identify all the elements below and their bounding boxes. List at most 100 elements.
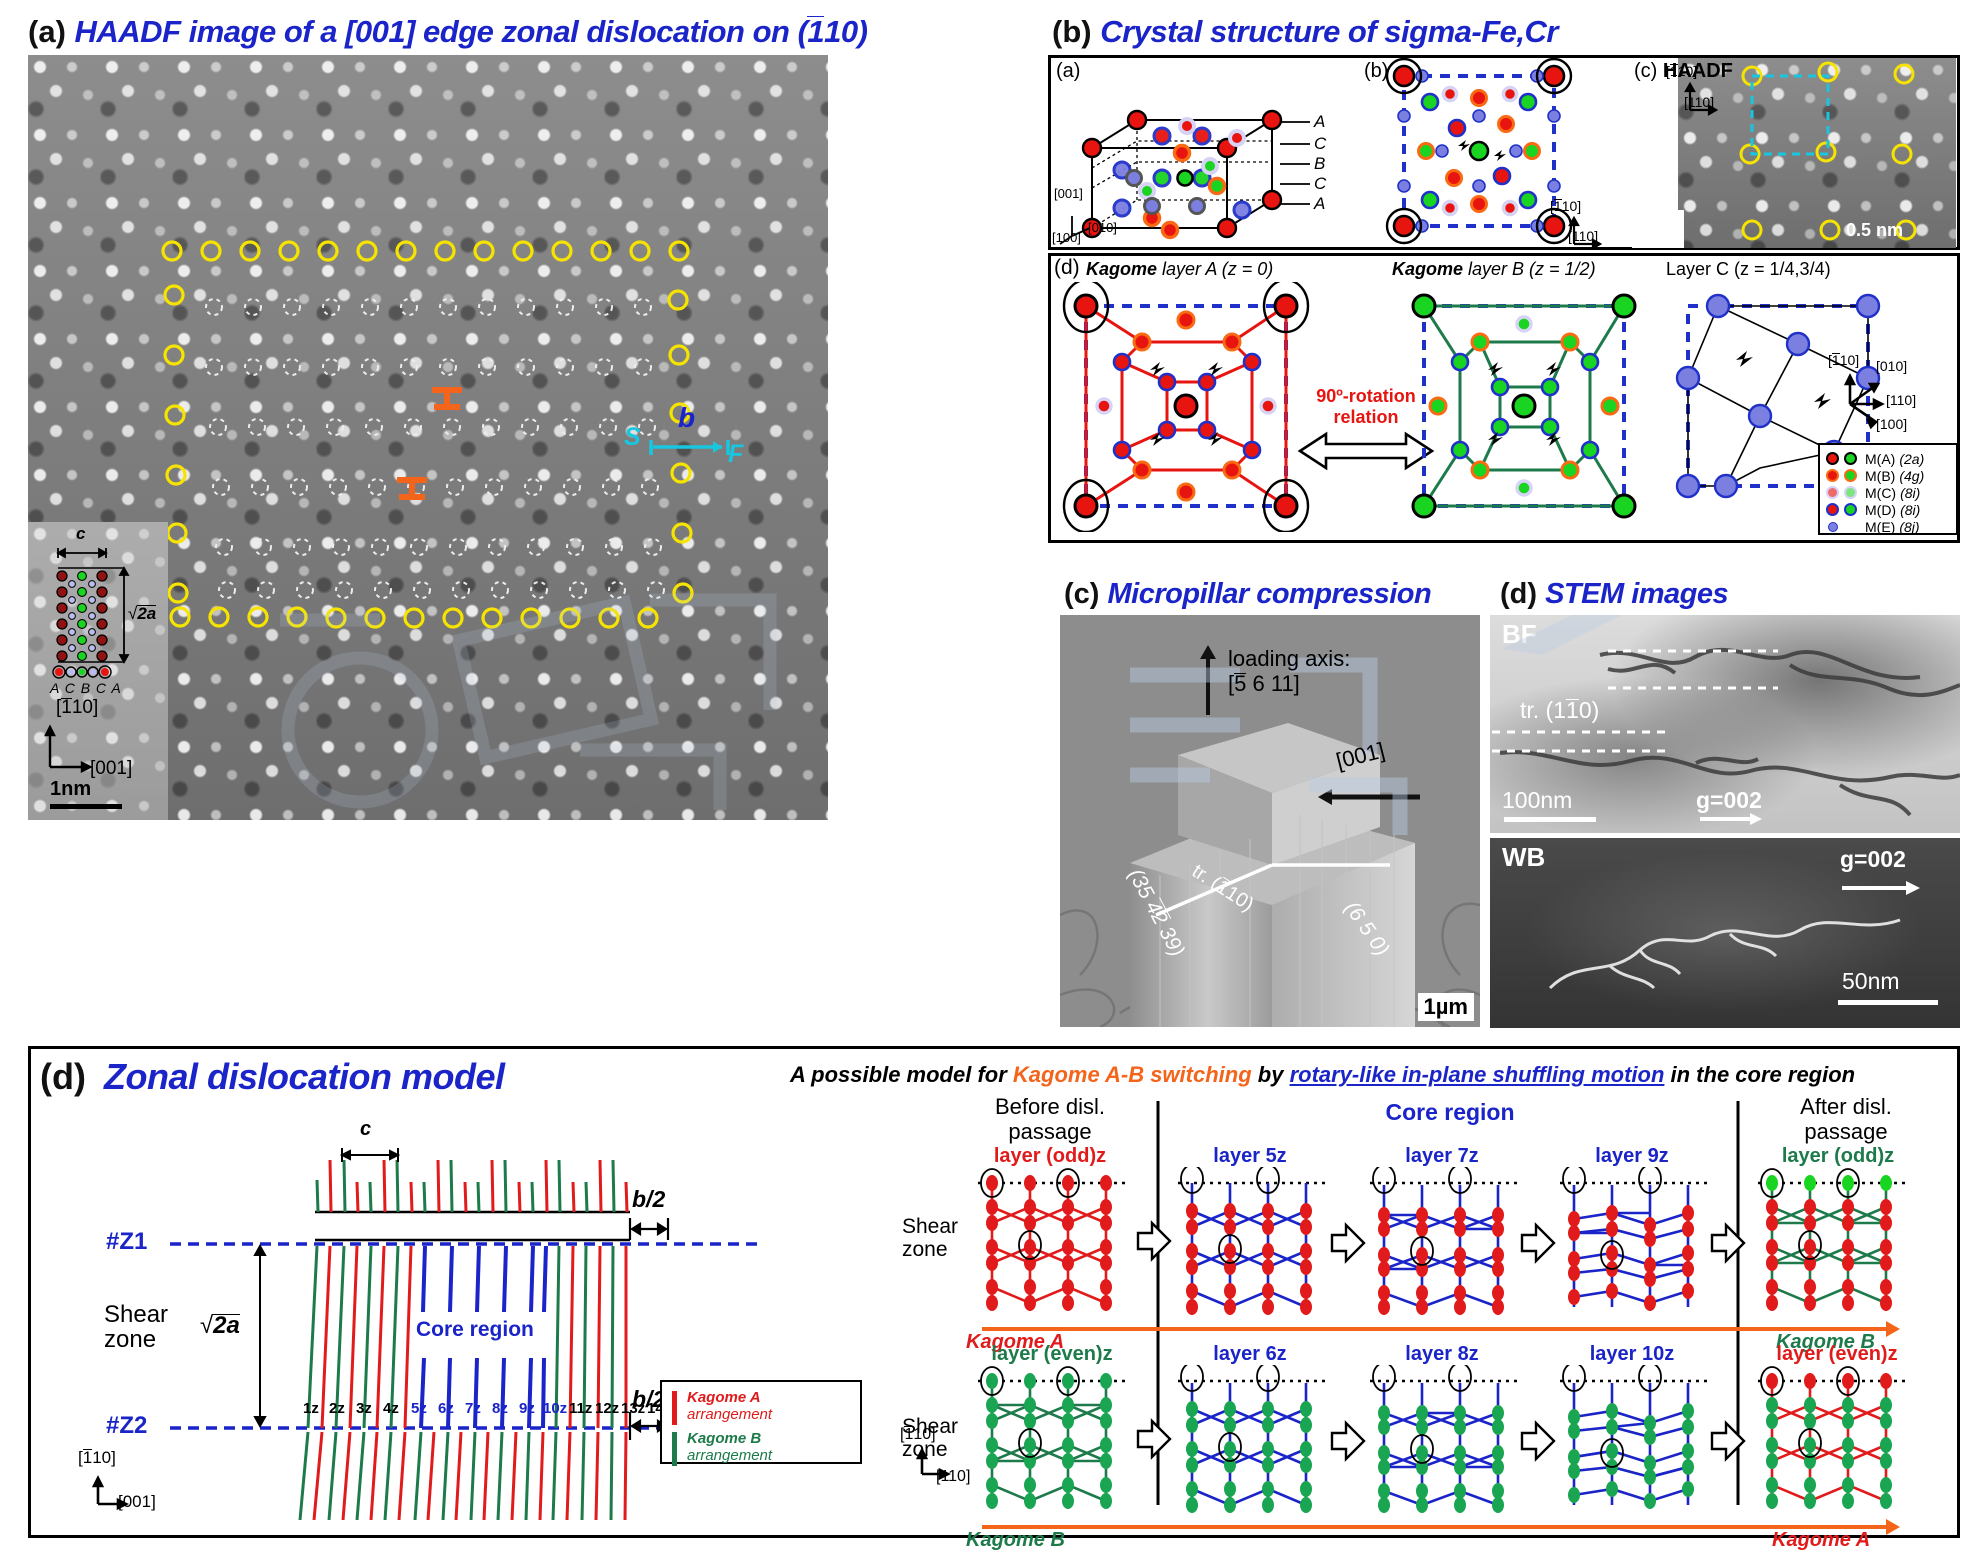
axis-label-010: [010] [1876,358,1908,374]
plane-tick-row: 1z 2z 3z 4z 5z 6z 7z 8z 9z 10z 11z 12z 1… [303,1400,697,1426]
plane-tick-8z: 8z [492,1400,508,1417]
right-diagram-axes: [110] [110] [900,1426,1010,1496]
loading-axis-label: loading axis: [5 6 11] [1228,646,1350,696]
micropillar-image: loading axis: [5 6 11] [001] tr. (110) (… [1060,615,1480,1027]
atom-legend-box: M(A) (2a) M(B) (4g) M(C) (8i) M(D) (8i) … [1818,443,1958,535]
panel-b-label: (b) [1052,14,1092,49]
bottom-step-label-2: layer 8z [1405,1343,1479,1365]
zonal-model-left-diagram: c b/2 b/2 #Z1 #Z2 Shear zone √2a Core re… [60,1100,760,1520]
plane-tick-6z: 6z [438,1400,454,1417]
sub-label-b-a: (a) [1056,60,1081,82]
kagome-net-a [1062,282,1312,532]
header-before-line2: passage [1008,1118,1092,1144]
panel-d-model-title: (d) Zonal dislocation model [40,1056,505,1098]
panel-d-model-caption: A possible model for Kagome A-B switchin… [790,1062,1855,1088]
plane-tick-3z: 3z [356,1400,372,1417]
plane-tick-1z: 1z [303,1400,319,1417]
panel-c-title: (c) Micropillar compression [1064,578,1432,611]
shear-zone-height-label: √2a [200,1312,240,1339]
panel-d-model-label: (d) [40,1056,86,1097]
header-core-region: Core region [1385,1099,1515,1125]
loading-axis-line2: [5 6 11] [1228,670,1300,696]
kagome-layer-a-title: Kagome layer A (z = 0) [1086,259,1274,279]
bottom-shear-zone-line1: Shear [902,1415,959,1438]
axis-label-110: [110] [1886,392,1917,408]
sub-label-b-b: (b) [1364,60,1389,82]
legend-swatch-MA2 [1844,452,1857,465]
unit-cell-layer-A-top: A [1314,112,1326,131]
unit-cell-layer-C-2: C [1314,174,1327,193]
burgers-vector-label: b [678,402,696,433]
z1-label: #Z1 [106,1228,148,1255]
bf-scalebar-label: 100nm [1502,787,1573,813]
plane-tick-12z: 12z [595,1400,620,1417]
panel-b-sub-b-axis-v: [110] [1550,198,1582,214]
panel-b-title-text: Crystal structure of sigma-Fe,Cr [1100,14,1558,49]
panel-b-sub-b-axis-h: [110] [1568,228,1599,244]
legend-swatch-MC [1826,486,1839,499]
panel-c-label: (c) [1064,578,1100,610]
kagome-switching-diagram: Before disl. passage Core region After d… [900,1094,1950,1551]
panel-a-scalebar-label: 1nm [50,778,92,800]
legend-row-ME: M(E) (8j) [1826,518,1950,535]
stem-wb-image: WB g=002 50nm [1490,838,1960,1028]
yellow-marker-group: S F b [28,55,828,820]
bottom-from-label: Kagome B [966,1529,1065,1551]
legend-wyckoff-MC: (8i) [1900,484,1921,501]
kagome-net-b [1400,282,1650,532]
unit-cell-axis-001: [001] [1054,186,1083,201]
z2-label: #Z2 [106,1412,148,1439]
legend-swatch-MD [1826,503,1839,516]
top-shear-zone-line1: Shear [902,1215,959,1238]
rotation-note-line2: relation [1333,407,1399,427]
axis-label-m110: [110] [1828,352,1860,368]
legend-label-MB: M(B) [1865,467,1896,484]
bottom-to-label: Kagome A [1772,1529,1871,1551]
bottom-step-label-0: layer (even)z [991,1343,1113,1365]
kagome-row-top: Shear zone layer (odd)z layer 5z layer 7… [900,1145,1950,1353]
bottom-shear-zone-line2: zone [902,1438,948,1462]
rotation-double-arrow-icon [1296,428,1436,474]
legend-kagome-a-line2: arrangement [687,1405,773,1423]
legend-kagome-b-row: Kagome B arrangement [672,1430,850,1466]
panel-b-title: (b) Crystal structure of sigma-Fe,Cr [1052,14,1558,50]
legend-label-MD: M(D) [1865,501,1897,518]
bottom-step-label-4: layer (even)z [1776,1343,1898,1365]
sub-label-b-c: (c) HAADF [1634,60,1733,82]
legend-row-MA: M(A) (2a) [1826,450,1950,467]
panel-b-haadf-subimage: (c) HAADF [110] [110] 0.5 nm [1632,58,1956,248]
header-after-passage: After disl. passage [1756,1094,1936,1144]
panel-a-axis-horizontal: [001] [90,758,133,779]
plane-tick-5z: 5z [411,1400,427,1417]
sub-label-b-d: (d) [1054,256,1080,279]
zonal-model-legend-box: Kagome A arrangement Kagome B arrangemen… [660,1380,862,1466]
top-step-label-0: layer (odd)z [993,1145,1107,1167]
unit-cell-layer-A-bot: A [1314,194,1326,213]
top-step-label-2: layer 7z [1405,1145,1479,1167]
panel-a-title-text: HAADF image of a [001] edge zonal disloc… [74,14,868,49]
legend-row-MB: M(B) (4g) [1826,467,1950,484]
left-shear-zone-line2: zone [104,1326,157,1354]
rotation-relation-note: 90º-rotation relation [1296,386,1436,428]
bottom-step-label-1: layer 6z [1213,1343,1287,1365]
panel-d-model-title-text: Zonal dislocation model [103,1056,505,1097]
plane-tick-7z: 7z [465,1400,481,1417]
stem-bf-image: BF tr. (110) 100nm g=002 [1490,615,1960,833]
kagome-layer-c-title: Layer C (z = 1/4,3/4) [1666,259,1831,279]
wb-scalebar-label: 50nm [1842,968,1900,994]
legend-kagome-b-line1: Kagome B [687,1430,762,1447]
inset-c-label: c [76,524,86,543]
burgers-start-label: S [624,423,641,451]
legend-kagome-a-row: Kagome A arrangement [672,1389,850,1425]
unit-cell-axis-010: [010] [1088,220,1117,235]
bar-over-1: 1 [807,14,825,49]
header-before-passage: Before disl. passage [960,1094,1140,1144]
legend-swatch-MD2 [1844,503,1857,516]
bf-trace-label: tr. (110) [1520,697,1600,723]
rotation-note-line1: 90º-rotation [1316,386,1416,406]
caption-p3: by [1251,1062,1290,1087]
panel-b-sub-c-axis-h: [110] [1684,94,1715,110]
legend-label-MC: M(C) [1865,484,1897,501]
panel-b-kagome-box [1048,253,1960,543]
unit-cell-diagram: (a) [1052,58,1352,248]
